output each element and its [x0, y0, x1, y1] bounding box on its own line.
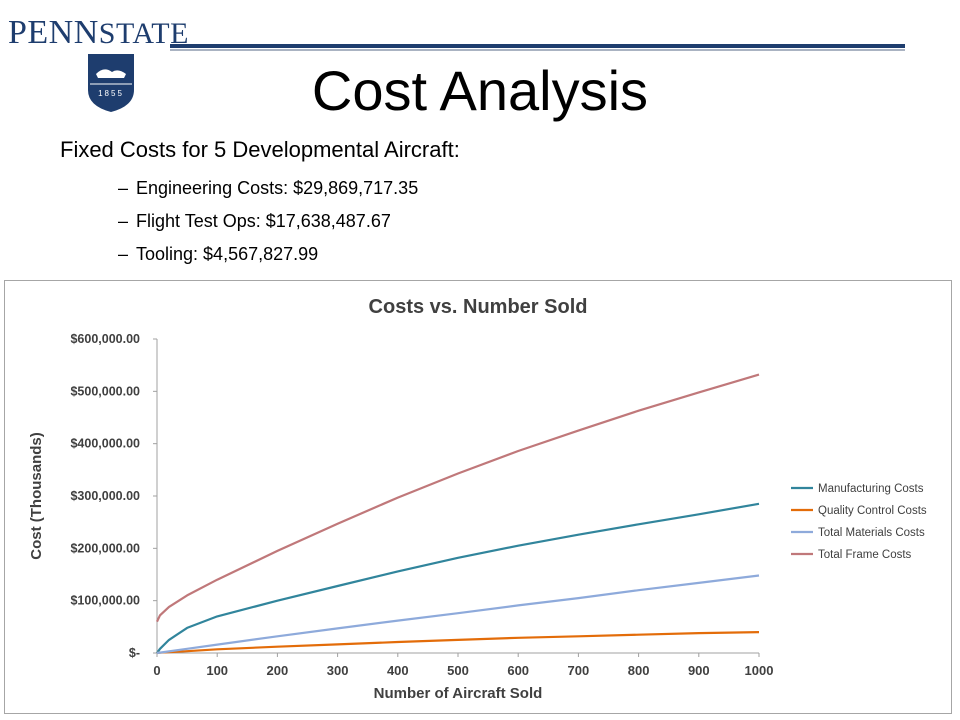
fixed-cost-item: – Flight Test Ops: $17,638,487.67	[118, 211, 391, 231]
seal-year: 1855	[98, 89, 124, 98]
y-tick-label: $300,000.00	[70, 489, 140, 503]
pennstate-logo: PENNSTATE	[8, 14, 189, 51]
y-tick-label: $600,000.00	[70, 332, 140, 346]
x-tick-label: 500	[447, 663, 469, 678]
legend-label: Manufacturing Costs	[818, 483, 924, 495]
chart-frame: Costs vs. Number Sold $- $100,000.00 $200,0…	[4, 280, 952, 714]
legend-label: Total Materials Costs	[818, 527, 925, 539]
series-line-total-frame-costs	[156, 373, 760, 623]
series-line-quality-control-costs	[156, 631, 760, 655]
y-tick-label: $100,000.00	[70, 594, 140, 608]
page-title: Cost Analysis	[311, 59, 649, 122]
fixed-cost-item: – Tooling: $4,567,827.99	[118, 244, 319, 264]
legend-label: Total Frame Costs	[818, 549, 912, 561]
x-tick-label: 800	[628, 663, 650, 678]
y-tick-label: $400,000.00	[70, 437, 140, 451]
fixed-costs-intro: Fixed Costs for 5 Developmental Aircraft…	[60, 137, 460, 162]
x-tick-label: 0	[153, 663, 160, 678]
header-rule-shadow	[170, 49, 905, 51]
fixed-cost-item: – Engineering Costs: $29,869,717.35	[118, 178, 419, 198]
x-tick-label: 400	[387, 663, 409, 678]
series-line-total-materials-costs	[156, 574, 760, 655]
legend-label: Quality Control Costs	[818, 505, 927, 517]
fixed-costs-list: – Engineering Costs: $29,869,717.35 – Flig…	[118, 175, 418, 274]
x-tick-label: 900	[688, 663, 710, 678]
x-axis-label: Number of Aircraft Sold	[374, 685, 543, 702]
y-axis-label: Cost (Thousands)	[28, 432, 45, 560]
series-line-manufacturing-costs	[156, 502, 760, 654]
chart-title: Costs vs. Number Sold	[369, 296, 588, 318]
y-tick-label: $-	[129, 646, 140, 660]
header-rule	[170, 44, 905, 48]
cost-line-chart: Costs vs. Number Sold $- $100,000.00 $200,0…	[28, 296, 927, 702]
x-tick-label: 300	[327, 663, 349, 678]
x-tick-label: 600	[507, 663, 529, 678]
penn-state-seal-icon: 1855	[88, 54, 134, 112]
x-tick-label: 200	[267, 663, 289, 678]
y-tick-label: $500,000.00	[70, 384, 140, 398]
x-tick-label: 1000	[745, 663, 774, 678]
x-tick-label: 100	[206, 663, 228, 678]
y-tick-label: $200,000.00	[70, 541, 140, 555]
x-tick-label: 700	[568, 663, 590, 678]
